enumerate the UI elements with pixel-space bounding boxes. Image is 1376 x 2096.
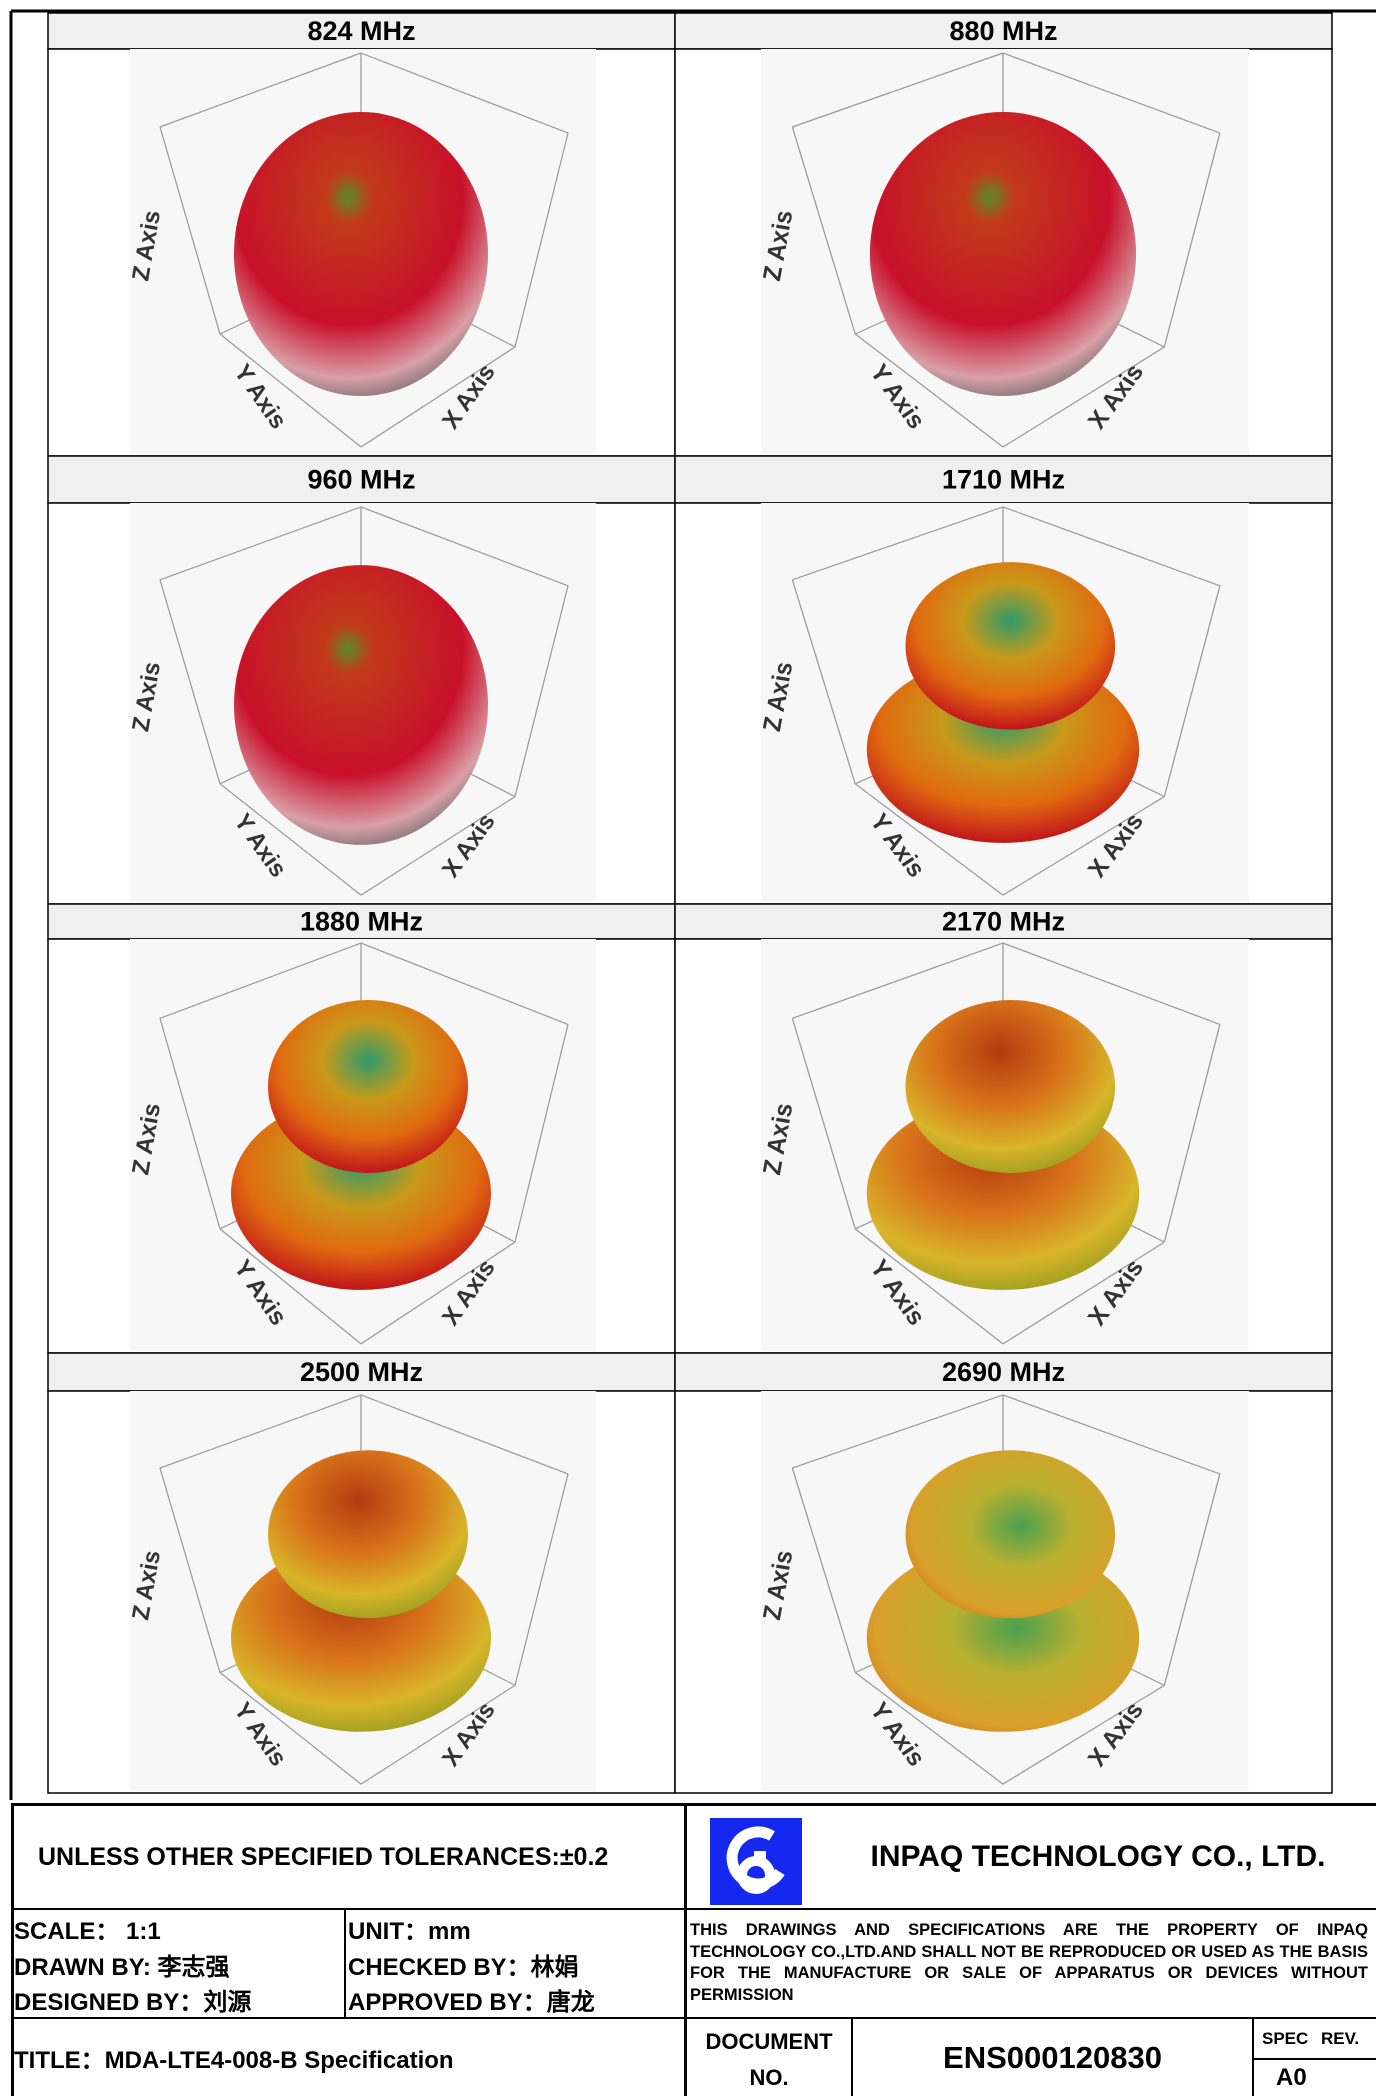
pattern-lobe bbox=[905, 1000, 1116, 1173]
axis-frame-line bbox=[1002, 1241, 1165, 1345]
frequency-label: 960 MHz bbox=[307, 465, 415, 495]
unit: UNIT：mm bbox=[348, 1917, 471, 1945]
pattern-lobe bbox=[268, 1000, 468, 1173]
axis-frame-line bbox=[792, 942, 1004, 1019]
pattern-shape bbox=[234, 565, 488, 845]
axis-frame-line bbox=[360, 346, 516, 448]
axis-frame-line bbox=[792, 52, 1004, 128]
document-label-line: DOCUMENT bbox=[705, 2029, 833, 2054]
frequency-label: 824 MHz bbox=[307, 16, 415, 46]
panel-header bbox=[674, 903, 1333, 940]
axis-frame-line bbox=[514, 1473, 569, 1686]
axis-frame-line bbox=[1002, 1684, 1165, 1785]
axis-frame-line bbox=[159, 1394, 362, 1469]
axis-frame-line bbox=[360, 796, 516, 896]
frequency-label: 2170 MHz bbox=[942, 907, 1065, 937]
axis-frame-line bbox=[360, 942, 569, 1026]
axis-frame-line bbox=[159, 126, 221, 335]
frequency-label: 2690 MHz bbox=[942, 1357, 1065, 1387]
pattern-lobe bbox=[905, 562, 1116, 730]
axis-frame-line bbox=[219, 783, 362, 896]
designed-by: DESIGNED BY：刘源 bbox=[14, 1989, 252, 2016]
pattern-lobe bbox=[268, 1450, 468, 1619]
frequency-label: 2500 MHz bbox=[300, 1357, 423, 1387]
axis-frame-line bbox=[159, 1467, 221, 1673]
notice: THIS DRAWINGS AND SPECIFICATIONS ARE THE… bbox=[690, 1921, 1368, 2004]
axis-frame-line bbox=[854, 1672, 1004, 1785]
axis-frame-line bbox=[219, 1228, 362, 1345]
axis-frame-line bbox=[159, 1018, 221, 1230]
drawn-by: DRAWN BY: 李志强 bbox=[14, 1953, 230, 1981]
axis-frame-line bbox=[1163, 1473, 1221, 1686]
axis-frame-line bbox=[360, 1241, 516, 1345]
panel-header bbox=[47, 903, 676, 940]
axis-frame-line bbox=[854, 333, 1004, 448]
axis-frame-line bbox=[792, 506, 1004, 581]
axis-frame-line bbox=[1002, 942, 1221, 1026]
axis-frame-line bbox=[1002, 346, 1165, 448]
axis-frame-line bbox=[791, 126, 856, 335]
pattern-shape bbox=[234, 112, 488, 396]
document-label-line: NO. bbox=[749, 2065, 789, 2090]
panel-header bbox=[674, 455, 1333, 504]
axis-frame-line bbox=[360, 506, 569, 587]
axis-frame-line bbox=[219, 1672, 362, 1785]
panel-header bbox=[47, 12, 676, 50]
panel-header bbox=[674, 12, 1333, 50]
company-name: INPAQ TECHNOLOGY CO., LTD. bbox=[870, 1840, 1326, 1873]
spec-rev-label: SPEC REV. bbox=[1262, 2028, 1360, 2048]
panel-header bbox=[47, 1352, 676, 1392]
axis-frame-line bbox=[854, 1228, 1004, 1345]
axis-frame-line bbox=[360, 1394, 569, 1475]
axis-frame-line bbox=[514, 132, 569, 348]
approved-by: APPROVED BY：唐龙 bbox=[348, 1989, 595, 2016]
axis-frame-line bbox=[159, 579, 221, 784]
axis-frame-line bbox=[791, 1467, 856, 1673]
checked-by: CHECKED BY：林娟 bbox=[348, 1953, 579, 1981]
axis-frame-line bbox=[360, 1684, 516, 1785]
scale: SCALE： 1:1 bbox=[14, 1917, 161, 1945]
axis-frame-line bbox=[1163, 585, 1221, 797]
axis-frame-line bbox=[514, 1024, 569, 1243]
spec-rev: A0 bbox=[1276, 2064, 1307, 2091]
axis-frame-line bbox=[159, 52, 362, 128]
axis-frame-line bbox=[1163, 132, 1221, 348]
axis-frame-line bbox=[792, 1394, 1004, 1469]
frequency-label: 1710 MHz bbox=[942, 465, 1065, 495]
drawing-title: TITLE：MDA-LTE4-008-B Specification bbox=[14, 2047, 454, 2074]
axis-frame-line bbox=[1002, 506, 1221, 587]
tolerances: UNLESS OTHER SPECIFIED TOLERANCES:±0.2 bbox=[38, 1842, 609, 1871]
axis-frame-line bbox=[360, 52, 569, 134]
company-logo bbox=[710, 1818, 802, 1905]
frequency-label: 880 MHz bbox=[949, 16, 1057, 46]
axis-frame-line bbox=[159, 942, 362, 1019]
axis-frame-line bbox=[159, 506, 362, 581]
axis-frame-line bbox=[1002, 796, 1165, 896]
axis-frame-line bbox=[1002, 1394, 1221, 1475]
axis-frame-line bbox=[1163, 1024, 1221, 1243]
document-label: DOCUMENT NO. bbox=[687, 2024, 851, 2096]
pattern-lobe bbox=[905, 1450, 1116, 1619]
document-number: ENS000120830 bbox=[943, 2039, 1162, 2075]
axis-frame-line bbox=[854, 783, 1004, 896]
axis-frame-line bbox=[791, 579, 856, 784]
axis-frame-line bbox=[514, 585, 569, 797]
axis-frame-line bbox=[791, 1018, 856, 1230]
axis-frame-line bbox=[1002, 52, 1221, 134]
pattern-shape bbox=[869, 112, 1137, 396]
frequency-label: 1880 MHz bbox=[300, 907, 423, 937]
axis-frame-line bbox=[219, 333, 362, 448]
